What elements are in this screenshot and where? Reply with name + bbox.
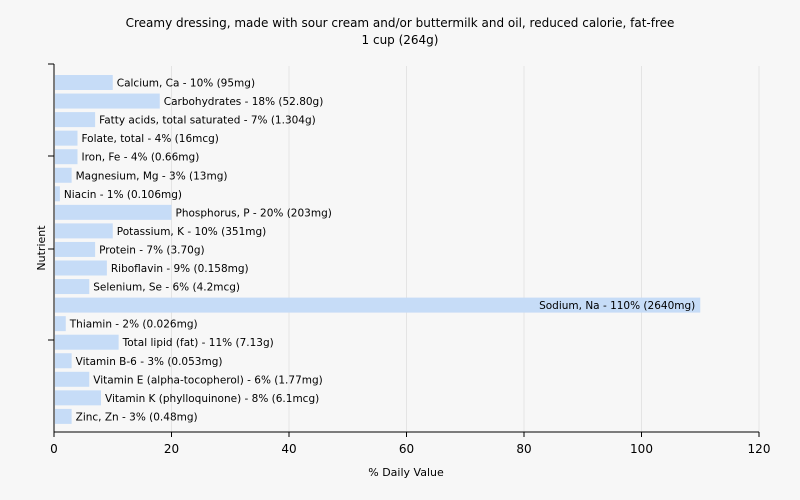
bar-label-0: Calcium, Ca - 10% (95mg) <box>117 78 255 90</box>
bar-2 <box>55 112 96 128</box>
bar-3 <box>55 130 78 146</box>
bar-6 <box>55 186 60 202</box>
bar-label-2: Fatty acids, total saturated - 7% (1.304… <box>99 115 316 127</box>
bar-17 <box>55 390 101 406</box>
bar-0 <box>55 75 113 90</box>
bar-11 <box>55 279 90 295</box>
x-tick-label-1: 20 <box>164 442 179 456</box>
x-tick-labels: 0 20 40 60 80 100 120 <box>50 432 770 456</box>
bar-label-10: Riboflavin - 9% (0.158mg) <box>111 263 249 275</box>
grid-lines <box>171 66 760 432</box>
x-tick-label-0: 0 <box>50 442 58 456</box>
bar-4 <box>55 149 78 165</box>
bar-9 <box>55 241 96 257</box>
bar-15 <box>55 353 72 369</box>
bar-7 <box>55 204 172 220</box>
chart-title: Creamy dressing, made with sour cream an… <box>126 16 675 30</box>
bar-label-4: Iron, Fe - 4% (0.66mg) <box>82 152 200 164</box>
x-tick-label-3: 60 <box>399 442 414 456</box>
x-axis-label: % Daily Value <box>368 466 444 479</box>
y-axis-label: Nutrient <box>35 225 48 271</box>
x-tick-label-5: 100 <box>630 442 653 456</box>
chart-subtitle: 1 cup (264g) <box>362 33 439 47</box>
bar-18 <box>55 408 72 424</box>
bar-label-3: Folate, total - 4% (16mcg) <box>82 133 219 145</box>
bars: Calcium, Ca - 10% (95mg) Carbohydrates - … <box>55 75 701 424</box>
bar-label-12: Sodium, Na - 110% (2640mg) <box>539 300 695 312</box>
bar-label-11: Selenium, Se - 6% (4.2mcg) <box>93 282 240 294</box>
bar-13 <box>55 316 66 332</box>
bar-label-9: Protein - 7% (3.70g) <box>99 244 205 256</box>
x-tick-label-4: 80 <box>516 442 531 456</box>
bar-5 <box>55 167 72 183</box>
bar-label-15: Vitamin B-6 - 3% (0.053mg) <box>76 356 223 368</box>
bar-label-14: Total lipid (fat) - 11% (7.13g) <box>122 337 274 349</box>
bar-12 <box>55 297 701 313</box>
bar-label-16: Vitamin E (alpha-tocopherol) - 6% (1.77m… <box>93 374 323 386</box>
bar-8 <box>55 223 113 239</box>
bar-14 <box>55 334 119 350</box>
bar-label-17: Vitamin K (phylloquinone) - 8% (6.1mcg) <box>105 393 319 405</box>
bar-label-18: Zinc, Zn - 3% (0.48mg) <box>76 411 198 423</box>
bar-label-8: Potassium, K - 10% (351mg) <box>117 226 267 238</box>
bar-label-13: Thiamin - 2% (0.026mg) <box>69 319 198 331</box>
bar-label-6: Niacin - 1% (0.106mg) <box>64 189 182 201</box>
x-tick-label-2: 40 <box>281 442 296 456</box>
bar-label-1: Carbohydrates - 18% (52.80g) <box>164 96 324 108</box>
bar-16 <box>55 371 90 387</box>
bar-label-5: Magnesium, Mg - 3% (13mg) <box>76 170 228 182</box>
x-tick-label-6: 120 <box>748 442 771 456</box>
bar-label-7: Phosphorus, P - 20% (203mg) <box>176 207 332 219</box>
bar-1 <box>55 93 160 109</box>
bar-10 <box>55 260 107 276</box>
